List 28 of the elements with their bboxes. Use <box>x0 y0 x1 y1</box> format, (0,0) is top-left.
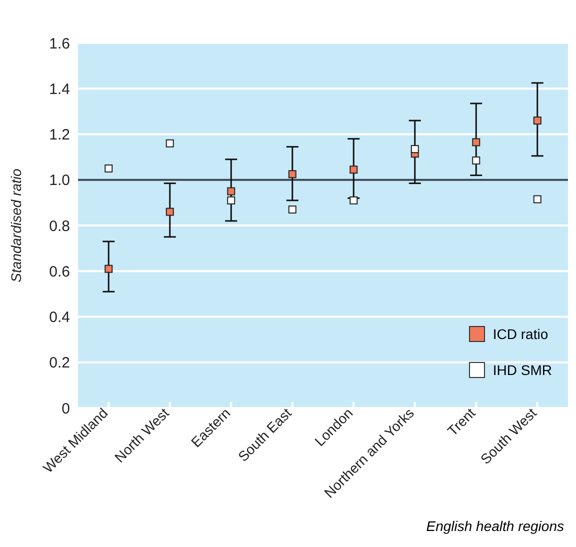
y-tick-label: 1.2 <box>49 126 70 144</box>
legend-label: ICD ratio <box>492 326 548 342</box>
point <box>533 195 542 204</box>
point <box>288 206 296 214</box>
y-tick-label: 1.0 <box>49 172 70 190</box>
point <box>227 196 236 204</box>
y-tick-label: 0.2 <box>49 354 70 372</box>
point <box>350 166 358 174</box>
y-tick-label: 1.4 <box>49 80 70 98</box>
point <box>166 139 174 148</box>
legend-label: IHD SMR <box>492 362 552 378</box>
y-tick-label: 0.8 <box>49 218 70 235</box>
point <box>472 138 480 146</box>
y-tick-label: 0.6 <box>49 263 70 280</box>
x-axis-title: English health regions <box>426 518 564 534</box>
point <box>104 164 113 172</box>
point <box>104 264 113 273</box>
point <box>350 196 358 204</box>
y-axis-title: Standardised ratio <box>8 168 24 282</box>
point <box>288 170 296 178</box>
y-tick-label: 0 <box>62 400 70 418</box>
y-tick-label: 0.4 <box>49 309 70 326</box>
point <box>166 208 174 216</box>
point <box>533 116 542 125</box>
point <box>227 187 236 196</box>
point <box>410 145 419 154</box>
point <box>472 156 480 164</box>
y-tick-label: 1.6 <box>49 35 70 52</box>
